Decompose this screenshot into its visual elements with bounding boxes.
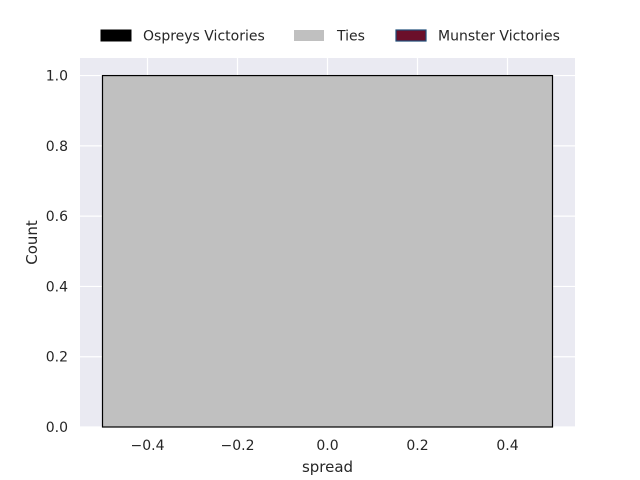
y-tick-label: 0.8 (46, 139, 68, 155)
y-tick-label: 0.2 (46, 350, 68, 366)
x-tick-label: −0.2 (221, 438, 255, 454)
histogram-bar (101, 74, 554, 428)
legend-label-ties: Ties (336, 29, 365, 45)
x-axis-label: spread (302, 458, 353, 476)
y-tick-label: 0.6 (46, 209, 68, 225)
x-tick-label: 0.4 (496, 438, 518, 454)
x-tick-label: 0.2 (406, 438, 428, 454)
legend-label-munster: Munster Victories (438, 29, 560, 45)
y-tick-label: 1.0 (46, 69, 68, 85)
y-tick-label: 0.4 (46, 279, 68, 295)
legend: Ospreys Victories Ties Munster Victories (100, 29, 560, 45)
legend-swatch-munster (395, 29, 427, 42)
y-tick-labels: 0.0 0.2 0.4 0.6 0.8 1.0 (46, 69, 68, 436)
legend-swatch-ties (294, 30, 324, 41)
legend-label-ospreys: Ospreys Victories (143, 29, 265, 45)
x-tick-label: 0.0 (316, 438, 338, 454)
y-tick-label: 0.0 (46, 420, 68, 436)
x-tick-label: −0.4 (131, 438, 165, 454)
legend-swatch-ospreys (100, 29, 132, 42)
bars (101, 74, 554, 428)
y-axis-label: Count (23, 220, 41, 265)
x-tick-labels: −0.4 −0.2 0.0 0.2 0.4 (131, 438, 519, 454)
